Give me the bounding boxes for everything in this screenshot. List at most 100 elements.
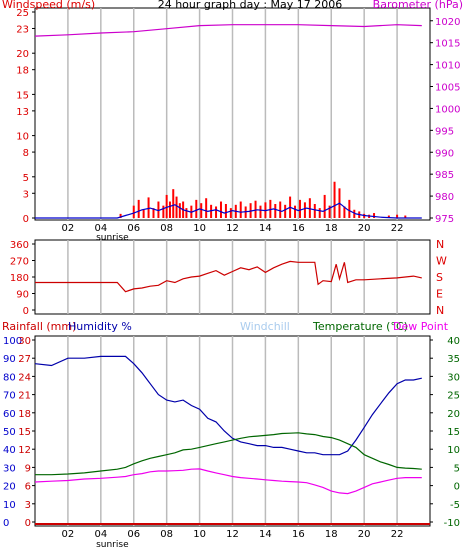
rainfall-tick-label: 18	[18, 409, 31, 420]
rainfall-tick-label: 6	[25, 482, 31, 493]
humidity-line	[34, 355, 422, 456]
wind-tick-label: 13	[16, 107, 29, 118]
temperature-tick-label: 5	[454, 463, 460, 474]
x-tick-label: 16	[292, 529, 305, 540]
humidity-tick-label: 0	[3, 518, 9, 529]
temperature-tick-label: -10	[444, 518, 460, 529]
temperature-tick-label: 20	[447, 409, 460, 420]
compass-label: W	[436, 255, 447, 268]
rainfall-tick-label: 3	[25, 500, 31, 511]
x-tick-label: 10	[193, 529, 206, 540]
barometer-tick-label: 1020	[435, 17, 460, 28]
x-tick-label: 04	[94, 529, 107, 540]
x-tick-label: 16	[292, 223, 305, 234]
temperature-tick-label: 40	[447, 336, 460, 347]
x-tick-label: 12	[226, 223, 239, 234]
barometer-tick-label: 1000	[435, 104, 460, 115]
direction-tick-label: 180	[10, 273, 29, 284]
rainfall-tick-label: 15	[18, 427, 31, 438]
temperature-tick-label: 30	[447, 372, 460, 383]
barometer-tick-label: 1015	[435, 39, 460, 50]
rainfall-tick-label: 12	[18, 445, 31, 456]
compass-label: S	[436, 271, 443, 284]
humidity-tick-label: 70	[3, 391, 16, 402]
barometer-tick-label: 995	[435, 126, 454, 137]
x-tick-label: 18	[325, 223, 338, 234]
rainfall-tick-label: 24	[18, 372, 31, 383]
barometer-line	[34, 24, 422, 37]
x-tick-label: 02	[62, 529, 75, 540]
compass-label: E	[436, 288, 443, 301]
page-title: 24 hour graph day : May 17 2006	[158, 0, 343, 11]
humidity-tick-label: 20	[3, 482, 16, 493]
x-tick-label: 06	[127, 223, 140, 234]
x-tick-label: 14	[259, 223, 272, 234]
avg-wind-line	[35, 202, 422, 219]
x-tick-label: 18	[325, 529, 338, 540]
rainfall-axis-label: Rainfall (mm)	[2, 320, 76, 333]
x-tick-label: 22	[391, 529, 404, 540]
rainfall-tick-label: 0	[25, 518, 31, 529]
barometer-tick-label: 980	[435, 192, 454, 203]
temperature-tick-label: 35	[447, 354, 460, 365]
x-tick-label: 08	[160, 529, 173, 540]
x-tick-label: 22	[391, 223, 404, 234]
direction-tick-label: 360	[10, 240, 29, 251]
humidity-tick-label: 90	[3, 354, 16, 365]
direction-line	[35, 260, 422, 293]
x-tick-label: 06	[127, 529, 140, 540]
x-tick-label: 04	[94, 223, 107, 234]
temperature-axis-label: Temperature (°C)	[312, 320, 408, 333]
sunrise-label: sunrise	[96, 233, 129, 243]
compass-label: N	[436, 304, 444, 317]
barometer-tick-label: 990	[435, 148, 454, 159]
rainfall-tick-label: 21	[18, 391, 31, 402]
wind-tick-label: 8	[23, 148, 29, 159]
wind-tick-label: 20	[16, 49, 29, 60]
temperature-tick-label: 10	[447, 445, 460, 456]
wind-axis-label: Windspeed (m/s)	[2, 0, 95, 11]
direction-tick-label: 0	[23, 306, 29, 317]
humidity-tick-label: 100	[3, 336, 22, 347]
x-tick-label: 02	[62, 223, 75, 234]
wind-tick-label: 23	[16, 24, 29, 35]
wind-tick-label: 25	[16, 8, 29, 19]
direction-tick-label: 90	[16, 290, 29, 301]
rainfall-tick-label: 30	[18, 336, 31, 347]
wind-tick-label: 10	[16, 132, 29, 143]
wind-tick-label: 15	[16, 90, 29, 101]
x-tick-label: 10	[193, 223, 206, 234]
barometer-tick-label: 1010	[435, 61, 460, 72]
wind-tick-label: 0	[23, 214, 29, 225]
direction-tick-label: 270	[10, 257, 29, 268]
x-tick-label: 12	[226, 529, 239, 540]
humidity-tick-label: 10	[3, 500, 16, 511]
temperature-tick-label: 0	[454, 482, 460, 493]
windchill-axis-label: Windchill	[240, 320, 290, 333]
x-tick-label: 14	[259, 529, 272, 540]
barometer-tick-label: 985	[435, 170, 454, 181]
humidity-tick-label: 40	[3, 445, 16, 456]
humidity-tick-label: 50	[3, 427, 16, 438]
compass-label: N	[436, 238, 444, 251]
temperature-line	[35, 432, 422, 476]
dewpoint-line	[34, 468, 422, 495]
humidity-axis-label: Humidity %	[68, 320, 132, 333]
temperature-tick-label: -5	[450, 500, 460, 511]
barometer-tick-label: 1005	[435, 83, 460, 94]
dewpoint-axis-label: Dew Point	[393, 320, 449, 333]
wind-tick-label: 5	[23, 173, 29, 184]
x-tick-label: 20	[358, 223, 371, 234]
wind-tick-label: 3	[23, 189, 29, 200]
humidity-tick-label: 60	[3, 409, 16, 420]
barometer-tick-label: 975	[435, 214, 454, 225]
barometer-axis-label: Barometer (hPa)	[373, 0, 463, 11]
wind-tick-label: 18	[16, 66, 29, 77]
temperature-tick-label: 25	[447, 391, 460, 402]
humidity-tick-label: 30	[3, 463, 16, 474]
humidity-tick-label: 80	[3, 372, 16, 383]
sunrise-label: sunrise	[96, 540, 129, 550]
temperature-tick-label: 15	[447, 427, 460, 438]
rainfall-tick-label: 27	[18, 354, 31, 365]
rainfall-tick-label: 9	[25, 463, 31, 474]
